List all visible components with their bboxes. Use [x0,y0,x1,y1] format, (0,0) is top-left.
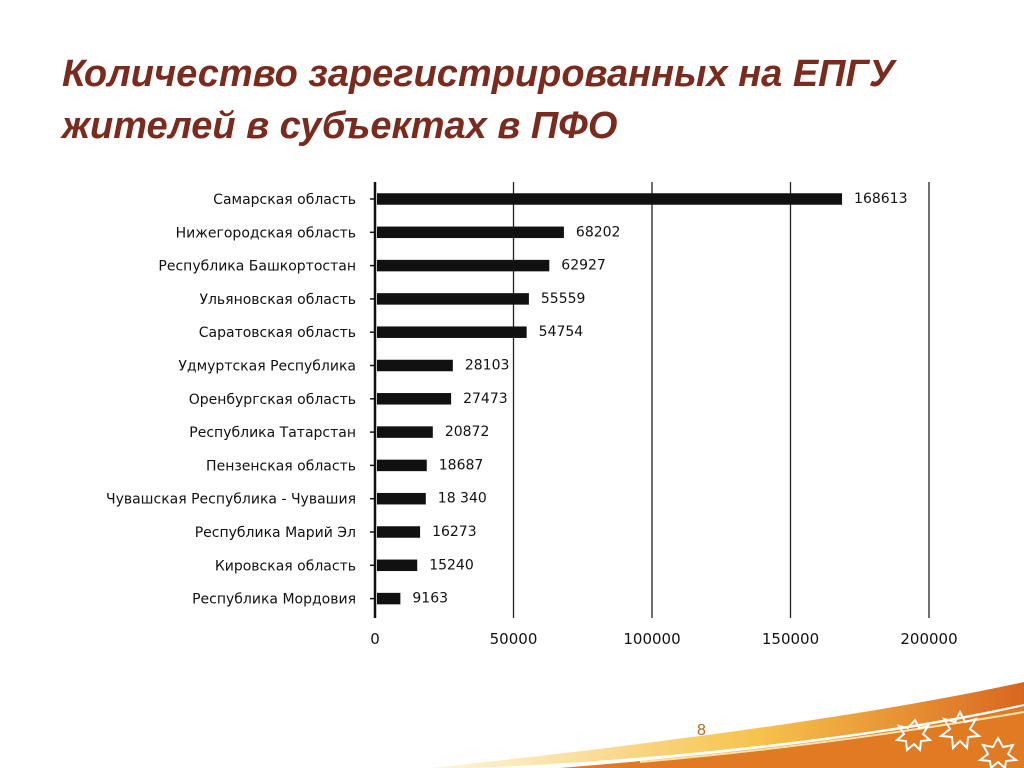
page-number: 8 [697,722,706,739]
category-label: Республика Татарстан [189,425,356,441]
category-label: Удмуртская Республика [178,359,356,375]
slide-title: Количество зарегистрированных на ЕПГУ жи… [62,48,962,152]
slide-title-line-1: Количество зарегистрированных на ЕПГУ [62,53,895,95]
x-tick-label: 100000 [623,630,680,648]
value-label: 16273 [432,524,477,540]
bar [377,193,843,205]
bar [377,393,452,405]
category-label: Кировская область [215,558,356,574]
category-label: Нижегородская область [176,225,356,241]
x-tick-label: 0 [370,630,380,648]
value-label: 9163 [412,591,448,607]
category-label: Саратовская область [199,325,356,341]
value-label: 54754 [539,324,584,340]
value-label: 20872 [445,424,490,440]
value-label: 68202 [576,224,621,240]
category-label: Пензенская область [206,458,356,474]
bar [377,259,550,272]
bar [377,326,527,338]
x-tick-label: 50000 [490,630,538,648]
category-label: Самарская область [213,192,356,208]
value-label: 18 340 [438,491,487,507]
category-label: Ульяновская область [199,292,356,308]
category-label: Оренбургская область [189,392,356,408]
value-label: 27473 [463,391,508,407]
bar-chart: 0 50000 100000 150000 200000 Самарская област… [106,182,958,648]
value-label: 15240 [429,557,474,573]
category-label: Республика Башкортостан [158,259,356,275]
bar [377,426,433,438]
x-tick-label: 150000 [762,630,819,648]
chart-panel: 0 50000 100000 150000 200000 Самарская област… [78,170,978,660]
bar [377,459,427,472]
value-label: 55559 [541,291,586,307]
bar [377,559,418,572]
value-label: 18687 [439,457,484,473]
bar [377,592,401,605]
category-label: Республика Мордовия [192,592,356,608]
bar [377,526,421,538]
value-label: 62927 [561,258,606,274]
slide-title-line-2: жителей в субъектах в ПФО [62,105,618,147]
bar [377,359,453,372]
value-label: 168613 [854,191,907,207]
bar [377,226,564,239]
value-label: 28103 [465,358,510,374]
x-tick-label: 200000 [900,630,957,648]
star-ornaments-icon [894,709,1019,768]
bar [377,492,426,505]
category-label: Республика Марий Эл [195,525,356,541]
bar [377,293,529,305]
category-label: Чувашская Республика - Чувашия [106,492,356,508]
